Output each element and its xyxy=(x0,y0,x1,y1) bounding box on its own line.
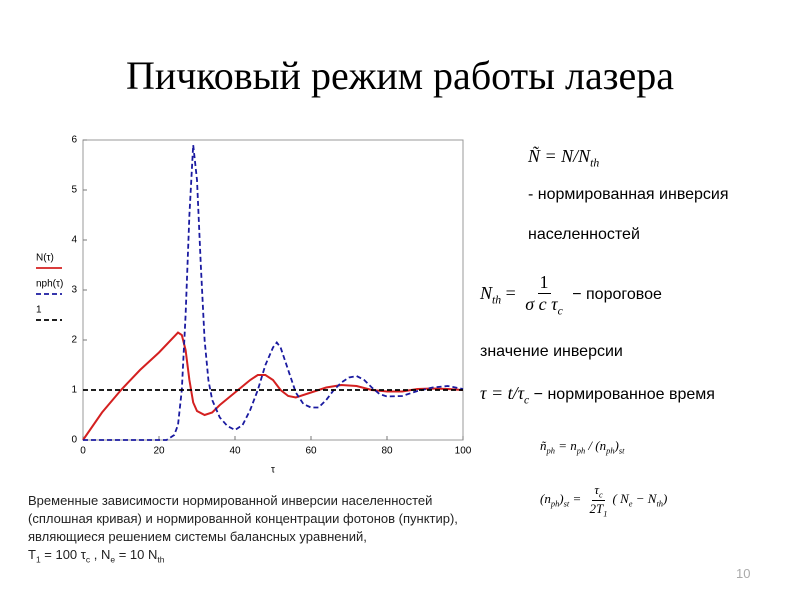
x-tick-label: 60 xyxy=(305,446,317,457)
formula-text: 2T xyxy=(589,500,604,516)
formula-text: τ = t/τ xyxy=(480,383,525,403)
formula-sub: c xyxy=(598,489,603,500)
y-tick-label: 5 xyxy=(71,185,77,196)
formula-text: Ñ = N/N xyxy=(528,146,591,166)
formula-sub: ph xyxy=(550,498,560,509)
formula: (nph)st = τc 2T1( Ne − Nth) xyxy=(540,482,667,518)
caption-sub: th xyxy=(157,554,165,565)
x-tick-label: 0 xyxy=(80,446,86,457)
legend-label: N(τ) xyxy=(36,253,54,264)
y-tick-label: 4 xyxy=(71,235,77,246)
formula-text: = xyxy=(501,282,521,303)
caption-line: (сплошная кривая) и нормированной концен… xyxy=(28,511,458,526)
caption-sub: e xyxy=(110,554,116,565)
formula-sub: e xyxy=(628,498,633,509)
series-line xyxy=(82,331,464,441)
page-number: 10 xyxy=(736,566,751,581)
caption-sub: 1 xyxy=(35,554,41,565)
formula: Ñ = N/Nth xyxy=(528,146,599,170)
legend-label: nph(τ) xyxy=(36,279,63,290)
caption-text: = 10 N xyxy=(115,547,158,562)
caption-line: являющиеся решением системы балансных ур… xyxy=(28,529,367,544)
y-tick-label: 1 xyxy=(71,385,77,396)
fraction: τc 2T1 xyxy=(588,482,610,518)
formula-sub: ph xyxy=(546,445,555,456)
x-axis-label: τ xyxy=(271,465,275,476)
caption-text: T xyxy=(28,547,36,562)
formula-sub: c xyxy=(524,393,530,407)
formula-text: = xyxy=(569,491,585,507)
formula-sub: ph xyxy=(606,445,615,456)
formula-text: σ c τc xyxy=(523,294,565,318)
note: - нормированная инверсия xyxy=(528,186,729,203)
formula-text: (n xyxy=(540,491,551,507)
formula-text: − N xyxy=(632,491,657,507)
y-tick-label: 6 xyxy=(71,135,77,146)
formula-sub: st xyxy=(618,445,625,456)
formula-text: / (n xyxy=(585,438,607,453)
caption-text: = 100 τ xyxy=(40,547,86,562)
caption-line: Временные зависимости нормированной инве… xyxy=(28,493,433,508)
formula-text: τ xyxy=(594,482,599,497)
formula-sub: th xyxy=(590,156,600,170)
y-tick-label: 3 xyxy=(71,285,77,296)
x-tick-label: 80 xyxy=(381,446,393,457)
y-tick-label: 0 xyxy=(71,435,77,446)
formula-text: ) xyxy=(614,438,619,453)
note: населенностей xyxy=(528,226,640,243)
formula-text: τc xyxy=(592,482,605,501)
formula-sub: 1 xyxy=(603,508,608,519)
series-line xyxy=(83,144,464,441)
formula-text: N xyxy=(480,282,493,303)
formula-sub: c xyxy=(557,304,563,318)
x-tick-label: 100 xyxy=(455,446,472,457)
formula: τ = t/τc − нормированное время xyxy=(480,383,715,407)
caption-text: , N xyxy=(90,547,111,562)
formula-text: 2T1 xyxy=(588,501,610,519)
formula-text: ) xyxy=(663,491,668,507)
formula-sub: th xyxy=(656,498,664,509)
x-tick-label: 40 xyxy=(229,446,241,457)
formula: ñph = nph / (nph)st xyxy=(540,438,625,456)
y-tick-label: 2 xyxy=(71,335,77,346)
formula-text: ( N xyxy=(612,491,629,507)
formula-text: σ c τ xyxy=(525,294,558,314)
x-tick-label: 20 xyxy=(153,446,165,457)
formula-sub: st xyxy=(563,498,570,509)
legend-label: 1 xyxy=(36,305,42,316)
note: значение инверсии xyxy=(480,343,623,360)
caption-sub: c xyxy=(85,554,91,565)
formula-text: = n xyxy=(554,438,577,453)
formula-text: − пороговое xyxy=(567,285,662,303)
formula-text: 1 xyxy=(537,272,551,294)
formula-sub: th xyxy=(492,293,502,307)
slide-title: Пичковый режим работы лазера xyxy=(125,53,675,98)
caption-line: T1 = 100 τc , Ne = 10 Nth xyxy=(28,546,458,569)
formula-text: ñ xyxy=(540,438,547,453)
formula-text: − нормированное время xyxy=(529,386,715,403)
formula-sub: ph xyxy=(576,445,586,456)
caption: Временные зависимости нормированной инве… xyxy=(28,492,458,569)
formula-text: ) xyxy=(559,491,564,507)
